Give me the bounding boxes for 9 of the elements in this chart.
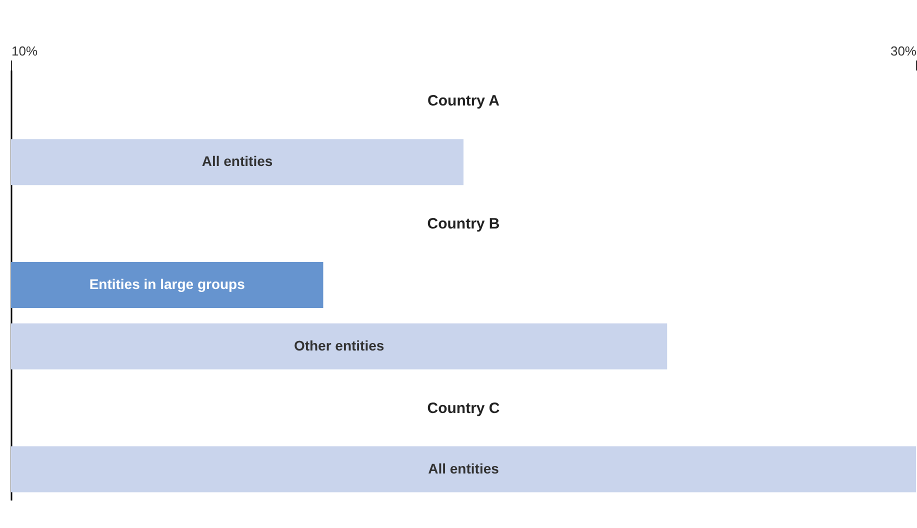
x-tick-label: 10% — [12, 44, 38, 58]
y-tick-label: Entities in large groups — [89, 276, 246, 292]
y-tick-label: All entities — [428, 460, 500, 476]
annotation: Country C — [427, 400, 500, 417]
y-tick-label: Other entities — [294, 337, 384, 354]
x-tick-label: 30% — [890, 44, 917, 58]
text: Country A — [428, 92, 500, 110]
y-tick-label: All entities — [202, 153, 273, 170]
annotation: Country B — [427, 216, 500, 233]
